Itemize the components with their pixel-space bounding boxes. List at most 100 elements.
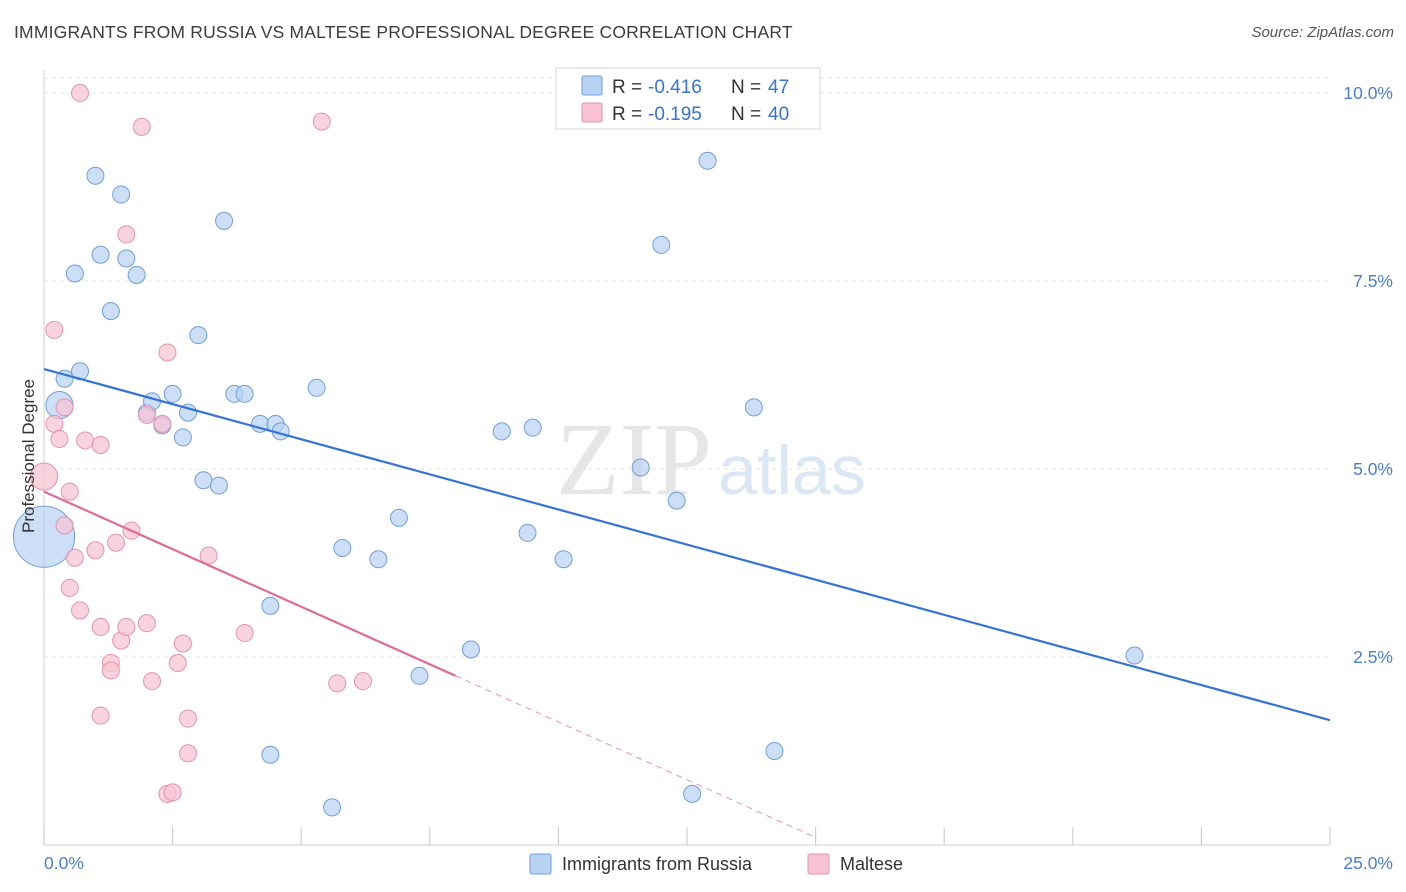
y-axis-title: Professional Degree — [19, 379, 38, 533]
point-maltese — [91, 435, 110, 454]
y-tick-label: 2.5% — [1353, 647, 1393, 667]
point-maltese — [45, 320, 64, 339]
legend-r-label-maltese: R = — [612, 104, 642, 125]
chart-source: Source: ZipAtlas.com — [1251, 24, 1394, 41]
point-maltese — [173, 634, 192, 653]
point-maltese — [50, 429, 69, 448]
point-maltese — [76, 431, 95, 450]
point-maltese — [137, 614, 156, 633]
point-russia — [261, 745, 280, 764]
point-russia — [698, 151, 717, 170]
legend-n-label-maltese: N = — [731, 104, 761, 125]
point-russia — [91, 245, 110, 264]
x-tick-label: 0.0% — [44, 853, 84, 873]
point-russia — [683, 784, 702, 803]
watermark-atlas: atlas — [718, 431, 866, 509]
point-maltese — [179, 709, 198, 728]
point-maltese — [29, 462, 59, 491]
grid-layer — [44, 77, 1330, 658]
bottom-legend-swatch-russia — [529, 853, 552, 875]
trendline-extension-maltese — [455, 675, 816, 838]
legend-n-value-russia: 47 — [768, 77, 789, 98]
point-maltese — [101, 661, 120, 680]
point-russia — [369, 550, 388, 569]
legend-r-label-russia: R = — [612, 77, 642, 98]
point-russia — [173, 428, 192, 447]
point-russia — [209, 476, 228, 495]
legend-swatch-maltese — [581, 102, 603, 123]
bottom-legend-label-russia: Immigrants from Russia — [562, 854, 753, 874]
legend-r-value-russia: -0.416 — [648, 77, 702, 98]
trendline-maltese — [43, 490, 456, 677]
point-russia — [307, 378, 326, 397]
point-maltese — [117, 617, 136, 636]
point-maltese — [86, 541, 105, 560]
bottom-legend-label-maltese: Maltese — [840, 854, 903, 874]
point-maltese — [312, 112, 331, 131]
point-maltese — [65, 548, 84, 567]
point-maltese — [179, 744, 198, 763]
point-russia — [235, 384, 254, 403]
point-russia — [65, 264, 84, 283]
point-russia — [765, 742, 784, 761]
point-russia — [112, 185, 131, 204]
legend-n-value-maltese: 40 — [768, 104, 789, 125]
legend-box: R = -0.416 N = 47 R = -0.195 N = 40 — [555, 67, 821, 130]
point-russia — [518, 523, 537, 542]
point-russia — [127, 266, 146, 285]
point-maltese — [117, 225, 136, 244]
points-layer — [12, 84, 1144, 817]
y-tick-label: 5.0% — [1353, 459, 1393, 479]
bottom-legend-swatch-maltese — [807, 853, 830, 875]
point-maltese — [158, 343, 177, 362]
point-maltese — [143, 672, 162, 691]
chart-title: IMMIGRANTS FROM RUSSIA VS MALTESE PROFES… — [14, 22, 793, 42]
point-maltese — [71, 601, 90, 620]
point-russia — [117, 249, 136, 268]
legend-n-label-russia: N = — [731, 77, 761, 98]
point-russia — [101, 302, 120, 321]
point-maltese — [168, 654, 187, 673]
point-russia — [554, 550, 573, 569]
point-maltese — [153, 414, 172, 433]
point-maltese — [353, 672, 372, 691]
point-maltese — [163, 783, 182, 802]
point-maltese — [55, 398, 74, 417]
y-tick-label: 10.0% — [1343, 83, 1393, 103]
point-maltese — [235, 623, 254, 642]
point-maltese — [45, 414, 64, 433]
point-maltese — [91, 617, 110, 636]
point-maltese — [55, 516, 74, 535]
point-maltese — [60, 482, 79, 501]
point-maltese — [199, 546, 218, 565]
axes-layer: 2.5% 5.0% 7.5% 10.0% 0.0% 25.0% — [43, 70, 1393, 873]
point-maltese — [132, 117, 151, 136]
point-russia — [323, 798, 342, 817]
point-maltese — [107, 533, 126, 552]
point-russia — [163, 384, 182, 403]
point-russia — [652, 235, 671, 254]
point-russia — [261, 596, 280, 615]
point-russia — [744, 398, 763, 417]
point-russia — [194, 471, 213, 490]
point-russia — [86, 166, 105, 185]
point-russia — [215, 211, 234, 230]
point-maltese — [60, 578, 79, 597]
point-russia — [333, 538, 352, 557]
trend-layer — [43, 367, 1331, 838]
point-maltese — [91, 706, 110, 725]
watermark: ZIP atlas — [556, 402, 866, 517]
point-russia — [189, 326, 208, 345]
x-tick-label: 25.0% — [1343, 853, 1393, 873]
point-russia — [389, 508, 408, 527]
point-russia — [1125, 646, 1144, 665]
legend-r-value-maltese: -0.195 — [648, 104, 702, 125]
point-russia — [631, 458, 650, 477]
y-tick-label: 7.5% — [1353, 271, 1393, 291]
legend-swatch-russia — [581, 75, 603, 96]
point-russia — [667, 491, 686, 510]
point-russia — [523, 418, 542, 437]
point-russia — [461, 640, 480, 659]
point-maltese — [328, 674, 347, 693]
